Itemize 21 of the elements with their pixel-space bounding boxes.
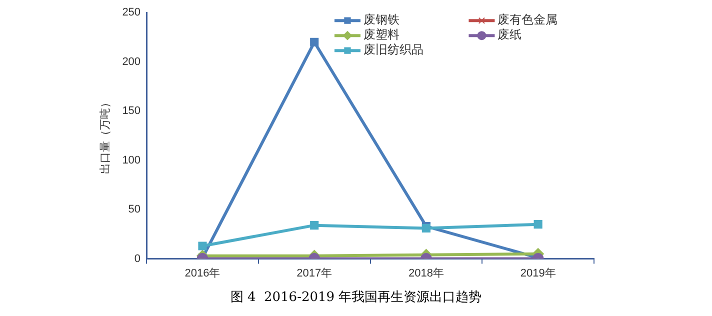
point bbox=[534, 220, 542, 229]
x-tick-label: 2017年 bbox=[296, 267, 332, 280]
y-tick-label: 200 bbox=[122, 56, 141, 68]
legend-label: 废有色金属 bbox=[498, 12, 558, 27]
y-tick-label: 150 bbox=[122, 105, 141, 118]
y-tick-label: 0 bbox=[134, 252, 141, 265]
y-tick-label: 250 bbox=[122, 6, 141, 19]
y-tick-label: 100 bbox=[122, 154, 141, 166]
legend-label: 废旧纺织品 bbox=[363, 42, 424, 57]
x-tick-label: 2019年 bbox=[520, 267, 556, 280]
y-axis-title: 出口量（万吨） bbox=[98, 97, 112, 174]
legend-label: 废塑料 bbox=[363, 28, 400, 42]
text: 图 4 2016-2019 年我国再生资源出口趋势 bbox=[229, 289, 483, 306]
point bbox=[198, 242, 207, 250]
legend-label: 废钢铁 bbox=[363, 12, 400, 27]
y-tick-label: 50 bbox=[128, 204, 141, 216]
x-tick-label: 2016年 bbox=[184, 267, 220, 280]
x-tick-label: 2018年 bbox=[408, 267, 444, 280]
point bbox=[310, 38, 319, 46]
point bbox=[310, 221, 319, 230]
legend-label: 废纸 bbox=[498, 28, 522, 42]
